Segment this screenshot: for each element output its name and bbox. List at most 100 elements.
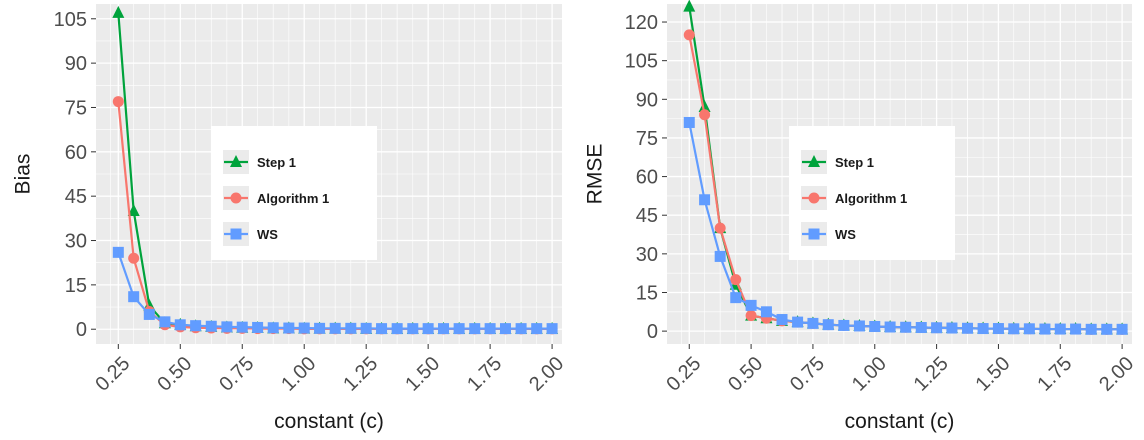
legend-key-marker-step-1: [230, 155, 242, 167]
data-point-ws: [438, 323, 450, 335]
data-point-ws: [900, 321, 912, 333]
y-tick-label: 60: [636, 167, 658, 189]
x-tick-label: 2.00: [525, 353, 568, 396]
data-point-ws: [760, 306, 772, 318]
bias-chart: 0 15 30 45 60 75 90 105 0.25 0.50 0.75 1.00 1.25 1.50…: [11, 4, 568, 433]
data-point-ws: [422, 323, 434, 335]
y-tick-label: 45: [65, 186, 87, 208]
y-tick-label: 90: [65, 53, 87, 75]
data-point-algorithm-1: [112, 96, 124, 108]
data-point-ws: [992, 323, 1004, 335]
data-point-ws: [962, 322, 974, 334]
data-point-step-1: [683, 0, 696, 12]
x-tick-label: 1.00: [848, 353, 891, 396]
x-tick-label: 0.50: [153, 353, 196, 396]
y-tick-label: 120: [625, 12, 658, 34]
data-point-ws: [1039, 323, 1051, 335]
data-point-ws: [977, 323, 989, 335]
y-tick-label: 45: [636, 205, 658, 227]
y-tick-label: 0: [647, 321, 658, 343]
legend-label-algorithm-1: Algorithm 1: [257, 191, 329, 206]
data-point-ws: [1116, 323, 1128, 335]
legend-key-marker-ws: [808, 228, 820, 240]
legend-key-marker-algorithm-1: [808, 192, 820, 204]
data-point-algorithm-1: [745, 310, 757, 322]
y-tick-label: 75: [636, 128, 658, 150]
x-tick-label: 1.50: [971, 353, 1014, 396]
data-point-ws: [314, 322, 326, 334]
y-tick-label: 30: [65, 231, 87, 253]
data-point-ws: [1070, 323, 1082, 335]
data-point-ws: [360, 322, 372, 334]
data-point-ws: [345, 322, 357, 334]
data-point-ws: [683, 116, 695, 128]
data-point-ws: [469, 323, 481, 335]
legend-label-step-1: Step 1: [257, 155, 296, 170]
data-point-ws: [236, 321, 248, 333]
data-point-ws: [159, 316, 171, 328]
data-point-ws: [884, 321, 896, 333]
data-point-ws: [822, 319, 834, 331]
x-axis-title: constant (c): [845, 410, 955, 433]
y-tick-label: 105: [54, 9, 87, 31]
legend-label-algorithm-1: Algorithm 1: [835, 191, 907, 206]
data-point-ws: [714, 250, 726, 262]
data-point-ws: [484, 323, 496, 335]
data-point-algorithm-1: [699, 109, 711, 121]
data-point-ws: [515, 323, 527, 335]
x-tick-label: 1.50: [401, 353, 444, 396]
x-tick-label: 1.25: [339, 353, 382, 396]
y-tick-label: 15: [636, 282, 658, 304]
data-point-ws: [792, 316, 804, 328]
y-tick-label: 75: [65, 97, 87, 119]
y-axis-title: Bias: [11, 154, 34, 195]
x-tick-label: 0.75: [786, 353, 829, 396]
data-point-ws: [931, 322, 943, 334]
legend-label-ws: WS: [257, 227, 278, 242]
data-point-ws: [267, 322, 279, 334]
data-point-algorithm-1: [714, 222, 726, 234]
data-point-ws: [807, 317, 819, 329]
legend-label-ws: WS: [835, 227, 856, 242]
data-point-ws: [869, 320, 881, 332]
data-point-ws: [298, 322, 310, 334]
x-tick-label: 0.75: [215, 353, 258, 396]
data-point-step-1: [698, 100, 711, 113]
x-tick-label: 0.50: [724, 353, 767, 396]
data-point-ws: [1008, 323, 1020, 335]
data-point-ws: [391, 323, 403, 335]
data-point-step-1: [127, 203, 140, 216]
x-tick-label: 1.25: [910, 353, 953, 396]
data-point-step-1: [112, 5, 125, 18]
data-point-ws: [531, 323, 543, 335]
data-point-ws: [776, 314, 788, 326]
data-point-ws: [853, 320, 865, 332]
y-tick-label: 105: [625, 51, 658, 73]
data-point-ws: [329, 322, 341, 334]
data-point-ws: [174, 319, 186, 331]
data-point-ws: [730, 292, 742, 304]
data-point-ws: [143, 308, 155, 320]
data-point-ws: [745, 299, 757, 311]
data-point-ws: [283, 322, 295, 334]
data-point-algorithm-1: [730, 274, 742, 286]
x-tick-label: 1.75: [463, 353, 506, 396]
x-axis-title: constant (c): [274, 410, 384, 433]
data-point-algorithm-1: [128, 252, 140, 264]
y-tick-label: 60: [65, 142, 87, 164]
y-tick-label: 0: [76, 319, 87, 341]
data-point-ws: [699, 194, 711, 206]
x-tick-label: 1.75: [1033, 353, 1076, 396]
data-point-ws: [838, 319, 850, 331]
y-tick-label: 15: [65, 275, 87, 297]
data-point-ws: [453, 323, 465, 335]
data-point-algorithm-1: [683, 29, 695, 41]
y-axis-title: RMSE: [583, 144, 606, 205]
y-tick-label: 30: [636, 244, 658, 266]
data-point-ws: [190, 320, 202, 332]
data-point-ws: [221, 321, 233, 333]
legend-key-marker-ws: [230, 228, 242, 240]
data-point-ws: [915, 322, 927, 334]
data-point-ws: [546, 323, 558, 335]
